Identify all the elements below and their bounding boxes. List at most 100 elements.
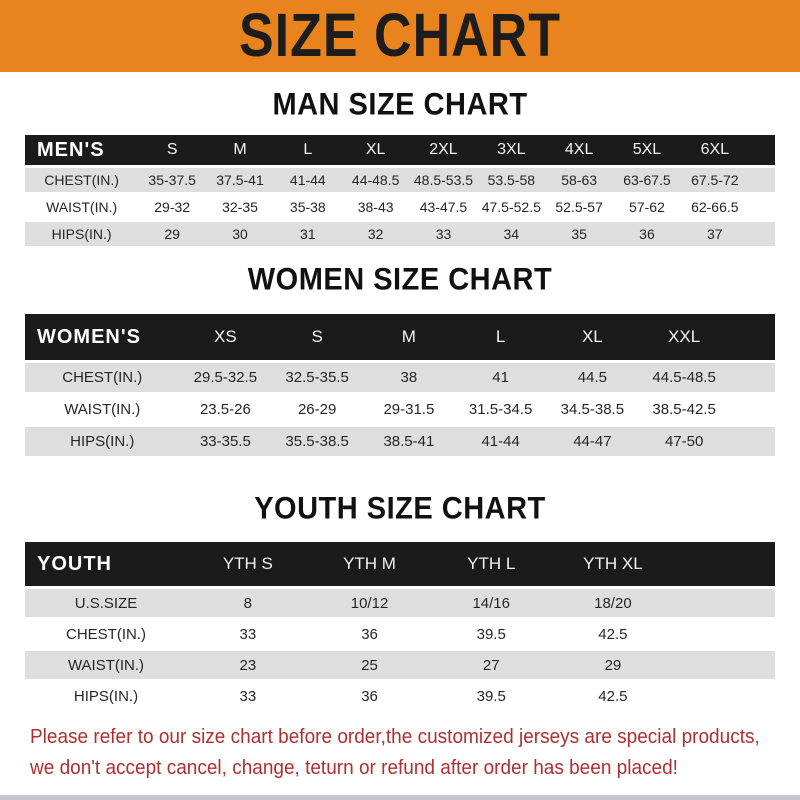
table-cell: 63-67.5 (623, 172, 671, 188)
table-cell: 38-43 (357, 199, 394, 215)
table-cell: 35-37.5 (148, 172, 196, 188)
table-cell: 37.5-41 (216, 172, 264, 188)
table-cell: 47.5-52.5 (481, 199, 541, 215)
footer-note: Please refer to our size chart before or… (0, 722, 800, 784)
table-cell: 32.5-35.5 (285, 369, 349, 386)
table-cell: 34 (503, 226, 520, 242)
table-cell: 36 (361, 687, 378, 705)
table-cell: 23 (239, 656, 257, 674)
table-cell: 58-63 (561, 172, 598, 188)
womens-header-label: WOMEN'S (37, 325, 141, 348)
table-cell: 48.5-53.5 (413, 172, 474, 188)
table-cell: 29 (604, 656, 622, 674)
table-cell: 41 (492, 369, 509, 386)
table-cell: 38 (400, 369, 418, 386)
table-row: WAIST(IN.) 23 25 27 29 (25, 649, 775, 681)
table-cell: 38.5-42.5 (652, 401, 716, 418)
table-cell: 34.5-38.5 (560, 401, 625, 418)
column-header: 3XL (497, 141, 526, 158)
table-cell: 36 (639, 226, 655, 242)
row-spacer (674, 619, 775, 650)
mens-header-row: MEN'S S M L XL 2XL 3XL 4XL 5XL 6XL (25, 135, 775, 167)
column-header: XL (365, 141, 386, 158)
column-header: YTH M (343, 554, 396, 573)
table-cell: 35 (571, 226, 587, 242)
row-spacer (674, 681, 775, 711)
header-spacer (674, 542, 775, 588)
banner-title: SIZE CHART (239, 1, 561, 71)
table-cell: 62-66.5 (691, 199, 739, 215)
table-cell: 47-50 (664, 433, 704, 450)
column-header: XXL (668, 327, 701, 346)
women-size-section: WOMEN SIZE CHART WOMEN'S XS S M L XL XXL CHES… (0, 263, 800, 456)
row-spacer (730, 362, 775, 394)
table-cell: 41-44 (289, 172, 326, 188)
table-cell: 53.5-58 (487, 172, 536, 188)
row-label: CHEST(IN.) (66, 625, 146, 643)
table-cell: 33 (239, 625, 257, 643)
column-header: M (401, 327, 416, 346)
row-spacer (674, 650, 775, 681)
table-cell: 37 (707, 226, 723, 242)
row-spacer (749, 221, 775, 247)
column-header: YTH L (467, 554, 516, 573)
bottom-strip (0, 795, 800, 800)
row-label: HIPS(IN.) (70, 433, 135, 450)
header-spacer (749, 135, 775, 167)
youth-header-label: YOUTH (37, 552, 112, 575)
table-cell: 31 (300, 226, 316, 242)
table-cell: 26-29 (297, 401, 337, 418)
table-cell: 25 (361, 656, 378, 674)
row-spacer (730, 394, 775, 426)
table-cell: 23.5-26 (199, 401, 251, 418)
table-cell: 57-62 (629, 199, 665, 215)
table-row: CHEST(IN.) 33 36 39.5 42.5 (25, 618, 775, 650)
table-cell: 35-38 (289, 199, 326, 215)
table-cell: 44.5-48.5 (652, 369, 716, 386)
table-cell: 67.5-72 (691, 172, 739, 188)
row-label: HIPS(IN.) (73, 687, 139, 705)
table-cell: 35.5-38.5 (285, 433, 349, 450)
table-row: HIPS(IN.) 33-35.5 35.5-38.5 38.5-41 41-44 44-… (25, 425, 775, 456)
footer-line-1: Please refer to our size chart before or… (30, 726, 760, 748)
table-cell: 29-32 (154, 199, 191, 215)
column-header: XS (214, 327, 237, 346)
table-cell: 14/16 (472, 594, 510, 612)
table-cell: 52.5-57 (555, 199, 603, 215)
column-header: XL (581, 327, 603, 346)
column-header: 4XL (564, 141, 594, 158)
table-cell: 29-31.5 (383, 401, 435, 418)
table-row: CHEST(IN.) 35-37.5 37.5-41 41-44 44-48.5 48.5… (25, 166, 775, 194)
row-label: U.S.SIZE (74, 594, 138, 612)
table-row: WAIST(IN.) 23.5-26 26-29 29-31.5 31.5-34.5 34… (25, 393, 775, 426)
table-row: WAIST(IN.) 29-32 32-35 35-38 38-43 43-47.5 47.… (25, 193, 775, 221)
header-spacer (730, 314, 775, 362)
column-header: YTH XL (583, 554, 643, 573)
youth-header-row: YOUTH YTH S YTH M YTH L YTH XL (25, 542, 775, 588)
table-cell: 33-35.5 (199, 433, 251, 450)
man-size-section: MAN SIZE CHART MEN'S S M L XL 2XL 3XL 4XL 5XL 6X… (0, 88, 800, 246)
table-cell: 43-47.5 (419, 199, 468, 215)
table-row: HIPS(IN.) 29 30 31 32 33 34 35 36 37 (25, 220, 775, 247)
row-spacer (749, 194, 775, 221)
table-cell: 32 (367, 226, 384, 242)
column-header: YTH S (222, 554, 273, 573)
mens-size-table: MEN'S S M L XL 2XL 3XL 4XL 5XL 6XL CHEST(IN.) 35-… (25, 135, 775, 246)
row-label: WAIST(IN.) (46, 199, 118, 215)
row-label: CHEST(IN.) (62, 369, 143, 386)
table-cell: 42.5 (598, 687, 628, 705)
table-cell: 42.5 (598, 625, 628, 643)
table-cell: 30 (232, 226, 248, 242)
womens-header-row: WOMEN'S XS S M L XL XXL (25, 314, 775, 362)
column-header: 5XL (632, 141, 662, 158)
column-header: M (233, 141, 247, 158)
table-cell: 31.5-34.5 (468, 401, 533, 418)
table-cell: 29.5-32.5 (193, 369, 258, 386)
banner: SIZE CHART (0, 0, 800, 72)
table-cell: 44.5 (577, 369, 607, 386)
youth-size-heading: YOUTH SIZE CHART (254, 491, 546, 527)
row-spacer (674, 588, 775, 619)
table-row: CHEST(IN.) 29.5-32.5 32.5-35.5 38 41 44.5 44.5… (25, 361, 775, 394)
column-header: L (495, 327, 506, 346)
